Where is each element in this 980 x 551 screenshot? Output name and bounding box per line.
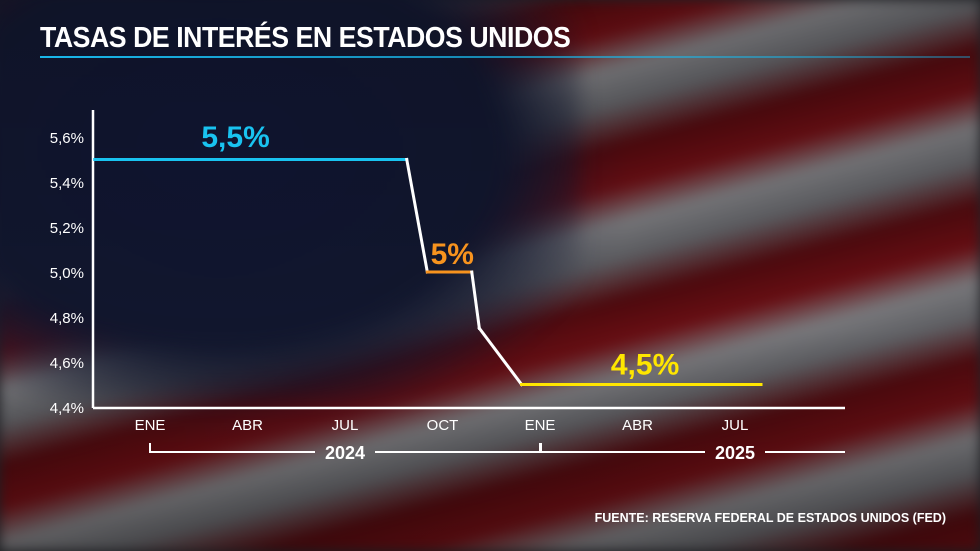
x-tick-label: JUL xyxy=(722,417,749,434)
y-tick-label: 4,6% xyxy=(50,355,84,372)
x-tick-label: JUL xyxy=(332,417,359,434)
rate-change-segment xyxy=(477,326,524,387)
rate-label: 5% xyxy=(431,238,474,271)
year-label: 2025 xyxy=(715,443,755,463)
x-tick-label: OCT xyxy=(427,417,459,434)
y-tick-label: 4,4% xyxy=(50,400,84,417)
x-tick-label: ENE xyxy=(135,417,166,434)
rate-change-segment xyxy=(470,270,482,330)
y-tick-label: 5,6% xyxy=(50,130,84,147)
x-tick-label: ABR xyxy=(622,417,653,434)
year-bracket-left xyxy=(149,443,315,453)
page-title: TASAS DE INTERÉS EN ESTADOS UNIDOS xyxy=(40,22,571,54)
year-bracket-left xyxy=(539,443,705,453)
year-bracket-right xyxy=(375,443,542,453)
rate-change-segment xyxy=(405,157,430,274)
y-tick-label: 5,4% xyxy=(50,175,84,192)
year-label: 2024 xyxy=(325,443,365,463)
x-tick-label: ENE xyxy=(525,417,556,434)
x-tick-label: ABR xyxy=(232,417,263,434)
title-underline xyxy=(40,56,970,58)
rate-label: 5,5% xyxy=(201,121,269,154)
y-tick-label: 5,0% xyxy=(50,265,84,282)
y-tick-label: 5,2% xyxy=(50,220,84,237)
y-tick-label: 4,8% xyxy=(50,310,84,327)
source-note: FUENTE: RESERVA FEDERAL DE ESTADOS UNIDO… xyxy=(594,511,946,525)
rate-label: 4,5% xyxy=(611,348,679,381)
